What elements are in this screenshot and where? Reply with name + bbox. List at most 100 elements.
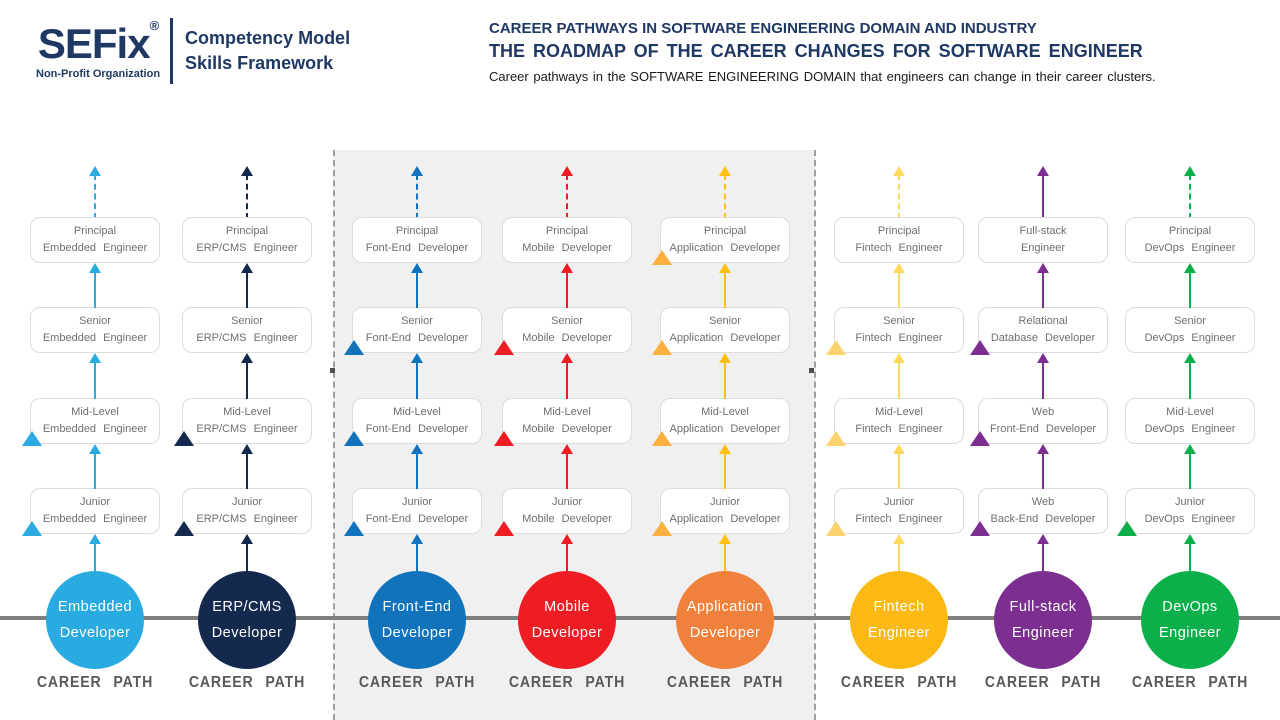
level-role: Font-End Developer [365,423,469,435]
level-box-erp-cms-developer-2: Mid-Level ERP/CMS Engineer [174,398,312,446]
arrowhead-icon [1037,534,1049,544]
level-box-embedded-developer-1: Senior Embedded Engineer [30,307,160,353]
entry-triangle-icon [344,431,364,446]
level-title: Junior [80,495,110,508]
career-path-label: CAREER PATH [188,674,306,691]
level-title: Principal [1168,224,1212,237]
level-title: Mid-Level [1166,405,1214,418]
level-box-full-stack-engineer-3: Web Back-End Developer [970,488,1108,536]
start-arrow [1036,534,1050,574]
level-title: Junior [710,495,740,508]
level-box-application-developer-2: Mid-Level Application Developer [652,398,790,446]
role-circle-application-developer: Application Developer [676,571,774,669]
level-title: Junior [884,495,914,508]
level-title: Principal [225,224,269,237]
career-path-label: CAREER PATH [1131,674,1249,691]
solid-line [566,361,568,399]
dashed-line [416,174,418,219]
solid-line [724,542,726,574]
level-title: Mid-Level [393,405,441,418]
panel-handle-right [809,368,814,373]
arrowhead-icon [719,534,731,544]
solid-line [246,542,248,574]
page-subtitle: Career pathways in the SOFTWARE ENGINEER… [489,69,1156,84]
promotion-arrow [718,444,732,489]
solid-line [1189,271,1191,308]
entry-triangle-icon [174,431,194,446]
entry-triangle-icon [494,431,514,446]
solid-line [94,542,96,574]
career-column-application-developer: Principal Application Developer Senior Appl… [652,0,790,720]
logo-wordmark: SEFix® [36,19,160,65]
solid-line [1042,452,1044,489]
level-role: Application Developer [669,513,781,525]
entry-triangle-icon [970,340,990,355]
level-box-full-stack-engineer-2: Web Front-End Developer [970,398,1108,446]
arrowhead-icon [241,534,253,544]
entry-triangle-icon [174,521,194,536]
solid-line [246,361,248,399]
level-role: Application Developer [669,242,781,254]
arrowhead-icon [561,263,573,273]
arrowhead-icon [1184,534,1196,544]
promotion-arrow [410,263,424,308]
level-box-erp-cms-developer-0: Principal ERP/CMS Engineer [182,217,312,263]
career-column-erp-cms-developer: Principal ERP/CMS Engineer Senior ERP/CMS E… [174,0,312,720]
level-box-devops-engineer-3: Junior DevOps Engineer [1117,488,1255,536]
role-circle-line2: Developer [531,625,603,641]
level-box-erp-cms-developer-1: Senior ERP/CMS Engineer [182,307,312,353]
arrowhead-icon [89,166,101,176]
level-role: Fintech Engineer [855,513,943,525]
level-role: ERP/CMS Engineer [196,513,298,525]
promotion-arrow [560,263,574,308]
arrowhead-icon [241,444,253,454]
role-circle-line2: Developer [689,625,761,641]
arrowhead-icon [89,534,101,544]
role-circle-fintech-engineer: Fintech Engineer [850,571,948,669]
solid-line [566,452,568,489]
arrowhead-icon [893,166,905,176]
arrowhead-icon [241,166,253,176]
tagline-line1: Competency Model [185,27,351,48]
level-title: Senior [1174,314,1206,327]
level-role: Fintech Engineer [855,242,943,254]
dashed-line [94,174,96,219]
career-column-devops-engineer: Principal DevOps Engineer Senior DevOps Eng… [1117,0,1255,720]
entry-triangle-icon [970,431,990,446]
solid-line [1042,542,1044,574]
solid-line [416,452,418,489]
entry-triangle-icon [826,521,846,536]
solid-line [898,361,900,399]
solid-line [898,271,900,308]
level-title: Mid-Level [223,405,271,418]
promotion-arrow [718,263,732,308]
level-role: DevOps Engineer [1144,423,1236,435]
role-circle-line1: Embedded [57,598,133,615]
growth-arrow [1036,166,1050,219]
entry-triangle-icon [344,521,364,536]
level-role: Mobile Developer [522,242,612,254]
solid-line [898,452,900,489]
arrowhead-icon [1037,166,1049,176]
role-circle-line2: Engineer [867,625,931,641]
promotion-arrow [88,353,102,399]
entry-triangle-icon [652,340,672,355]
role-circle-line2: Developer [59,625,131,641]
entry-triangle-icon [826,431,846,446]
level-title: Senior [709,314,741,327]
career-path-label: CAREER PATH [358,674,476,691]
level-box-devops-engineer-1: Senior DevOps Engineer [1125,307,1255,353]
level-title: Principal [395,224,439,237]
entry-triangle-icon [652,431,672,446]
arrowhead-icon [893,534,905,544]
promotion-arrow [88,444,102,489]
level-title: Principal [703,224,747,237]
panel-handle-left [330,368,335,373]
career-column-full-stack-engineer: Full-stack Engineer Relational Database Dev… [970,0,1108,720]
level-role: DevOps Engineer [1144,513,1236,525]
promotion-arrow [240,263,254,308]
level-box-fintech-engineer-2: Mid-Level Fintech Engineer [826,398,964,446]
level-title: Senior [883,314,915,327]
level-role: ERP/CMS Engineer [196,242,298,254]
arrowhead-icon [89,444,101,454]
